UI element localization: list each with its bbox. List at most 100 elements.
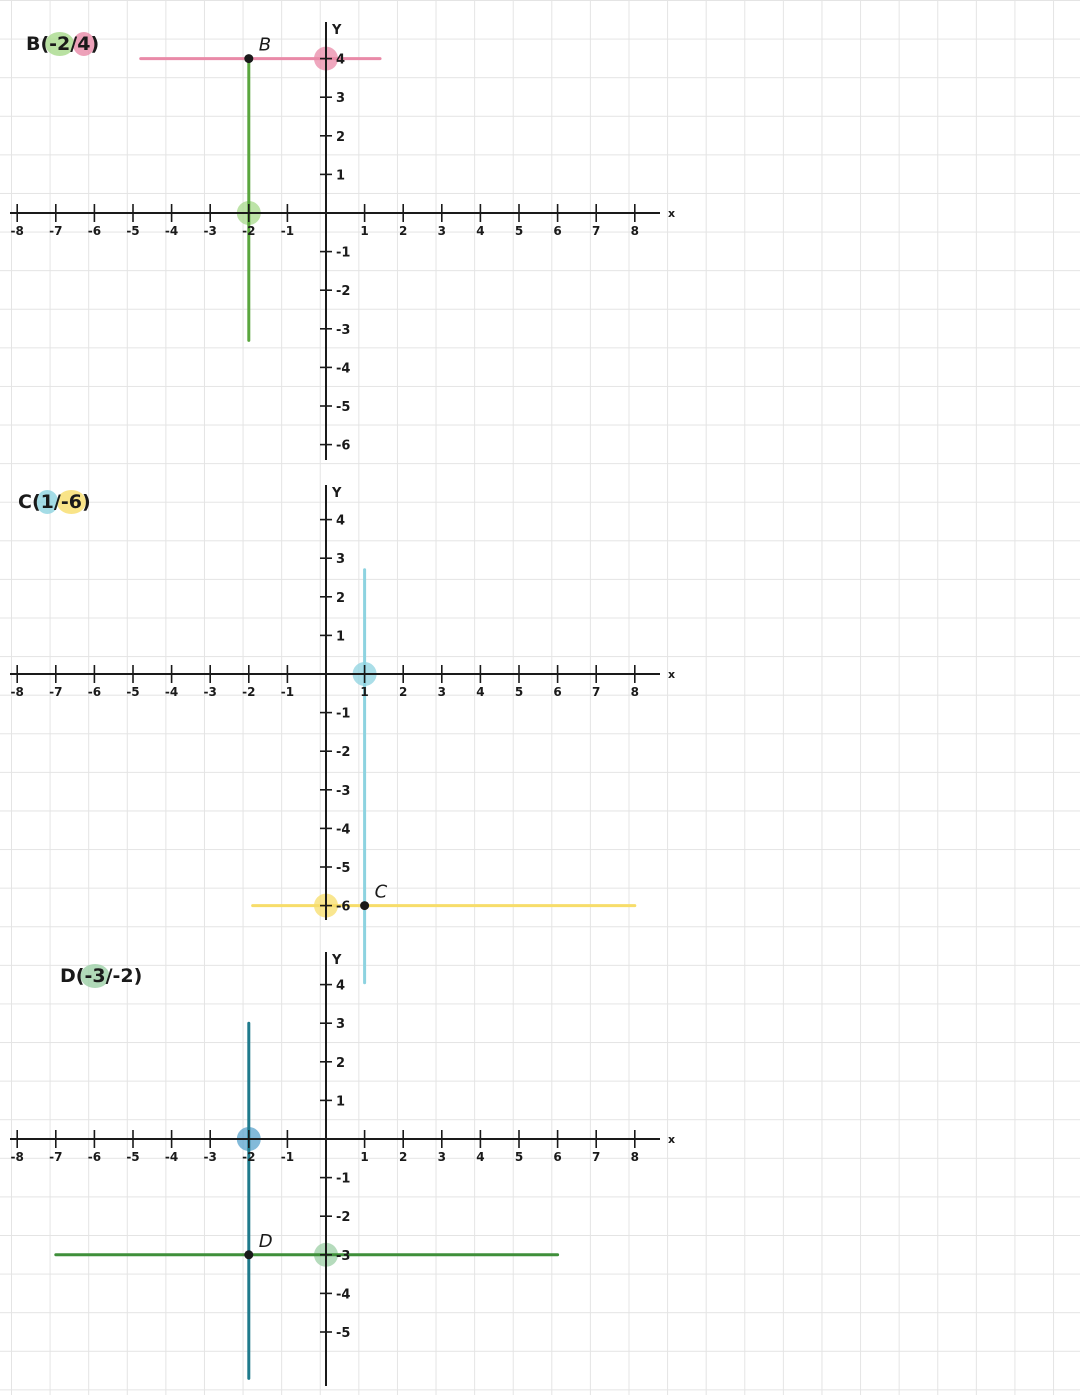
y-tick-label: -1 [336,707,350,722]
point-title-part: ) [82,491,91,513]
x-tick-label: 4 [476,224,484,238]
y-axis-label: Y [331,486,342,501]
x-tick-label: -6 [88,224,101,238]
y-tick-label: -5 [336,861,350,876]
point-marker [244,54,254,64]
x-tick-label: 2 [399,1150,407,1164]
diagram-c: -8 -7 -6 -5 -4 -3 -2 -1 1 2 3 4 5 6 7 8 4 3 2 1 -1 -2 -3 -4 -5 -6… [10,485,675,985]
x-tick-label: -6 [88,1150,101,1164]
x-tick-label: 1 [360,224,368,238]
x-tick-label: 3 [438,685,446,699]
point-title-part: 4 [77,33,90,55]
x-tick-label: -8 [11,224,24,238]
x-tick-label: -8 [11,685,24,699]
point-title-part: / [106,965,113,987]
y-tick-label: 4 [336,53,345,68]
point-title-part: 1 [41,491,54,513]
point-title-part: D( [60,965,84,987]
x-tick-label: -6 [88,685,101,699]
y-tick-label: 4 [336,979,345,994]
x-tick-label: 1 [360,1150,368,1164]
x-tick-label: 2 [399,685,407,699]
x-tick-label: 8 [631,1150,639,1164]
x-tick-label: -1 [281,1150,294,1164]
diagram-b: -8 -7 -6 -5 -4 -3 -2 -1 1 2 3 4 5 6 7 8 4 3 2 1 -1 -2 -3 -4 -5 -6… [10,22,675,460]
x-tick-label: 7 [592,224,600,238]
point-title-part: -2 [113,965,134,987]
point-title: D(-3/-2) [60,965,142,987]
point-title-part: -3 [84,965,105,987]
point-title: C(1/-6) [18,491,91,513]
point-title-part: C( [18,491,41,513]
x-tick-label: -2 [242,224,255,238]
y-tick-label: 3 [336,91,345,106]
y-tick-label: -3 [336,784,350,799]
title-highlight [36,490,59,514]
x-tick-label: -7 [49,224,62,238]
point-marker [244,1250,254,1260]
point-title-part: / [54,491,61,513]
x-axis-label: x [668,1133,675,1146]
x-tick-label: 2 [399,224,407,238]
x-tick-label: -7 [49,685,62,699]
x-tick-label: 5 [515,685,523,699]
x-tick-label: -2 [242,685,255,699]
x-tick-label: 8 [631,685,639,699]
x-tick-label: -5 [126,1150,139,1164]
x-tick-label: -1 [281,224,294,238]
x-tick-label: -1 [281,685,294,699]
y-tick-label: -4 [336,361,350,376]
x-tick-label: 4 [476,1150,484,1164]
x-tick-label: 6 [553,685,561,699]
x-tick-label: 5 [515,1150,523,1164]
y-tick-label: 3 [336,552,345,567]
x-tick-label: 1 [360,685,368,699]
point-title-part: -6 [61,491,82,513]
x-tick-label: -4 [165,1150,178,1164]
y-tick-label: 2 [336,130,345,145]
y-tick-label: -3 [336,323,350,338]
y-tick-label: 1 [336,1094,345,1109]
x-tick-label: -3 [204,224,217,238]
x-tick-label: 4 [476,685,484,699]
title-highlight [80,964,110,988]
y-tick-label: 2 [336,1056,345,1071]
y-tick-label: -6 [336,900,350,915]
y-tick-label: -1 [336,246,350,261]
x-tick-label: 3 [438,1150,446,1164]
point-title-part: -2 [49,33,70,55]
x-axis-label: x [668,668,675,681]
point-label: C [375,882,388,903]
x-tick-label: -8 [11,1150,24,1164]
y-tick-label: -4 [336,1287,350,1302]
y-tick-label: 1 [336,168,345,183]
point-title-part: ) [134,965,143,987]
x-tick-label: -3 [204,685,217,699]
y-tick-label: 3 [336,1017,345,1032]
title-highlight [72,32,95,56]
x-tick-label: -7 [49,1150,62,1164]
x-tick-label: 8 [631,224,639,238]
point-label: D [259,1231,273,1252]
y-axis-label: Y [331,23,342,38]
x-tick-label: 6 [553,1150,561,1164]
y-tick-label: -5 [336,1326,350,1341]
y-tick-label: -6 [336,439,350,454]
x-tick-label: 6 [553,224,561,238]
y-tick-label: -3 [336,1249,350,1264]
y-tick-label: -2 [336,284,350,299]
x-tick-label: -3 [204,1150,217,1164]
diagram-d: -8 -7 -6 -5 -4 -3 -2 -1 1 2 3 4 5 6 7 8 4 3 2 1 -1 -2 -3 -4 -5 x Y… [10,952,675,1386]
y-tick-label: 2 [336,591,345,606]
point-title: B(-2/4) [26,33,99,55]
x-tick-label: -2 [242,1150,255,1164]
y-tick-label: -5 [336,400,350,415]
y-tick-label: -2 [336,745,350,760]
x-tick-label: 7 [592,1150,600,1164]
point-label: B [259,35,271,56]
x-tick-label: -4 [165,224,178,238]
y-axis-label: Y [331,953,342,968]
x-tick-label: 3 [438,224,446,238]
title-highlight [56,490,86,514]
